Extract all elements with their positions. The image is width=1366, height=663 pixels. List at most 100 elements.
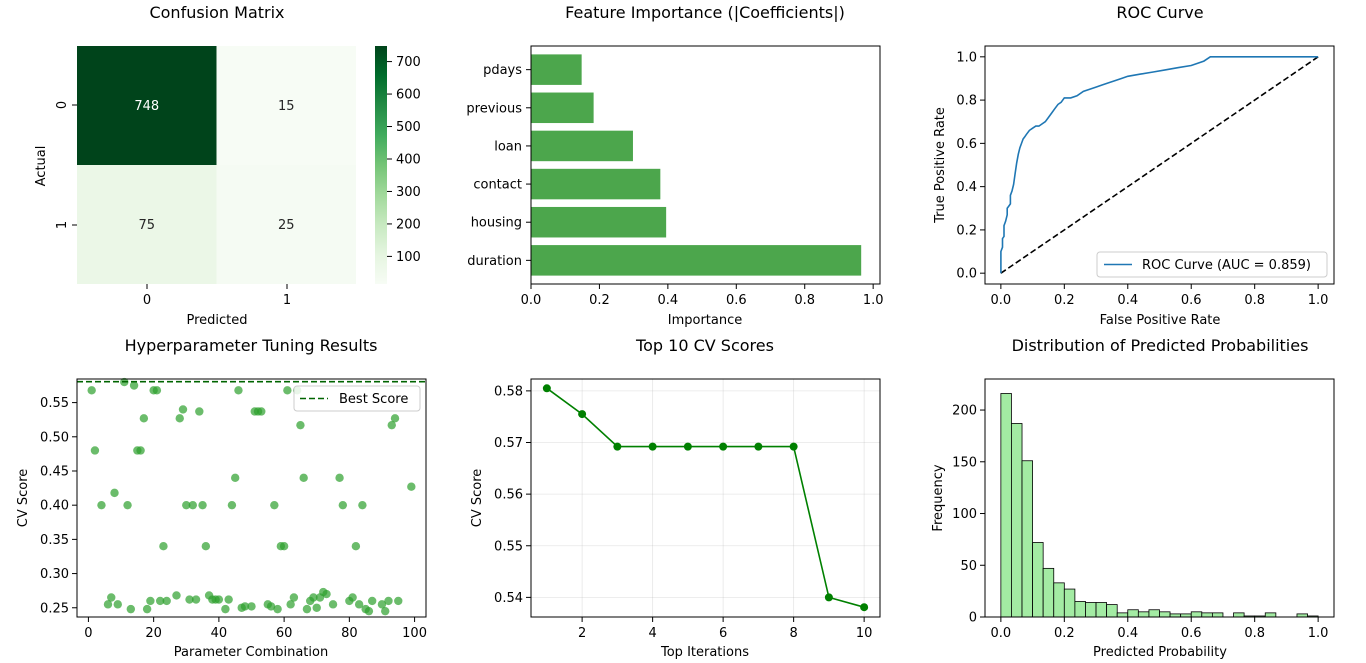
cv-score-point [578, 410, 587, 419]
score-point [142, 604, 152, 614]
importance-bar-contact [531, 168, 661, 200]
score-point [201, 542, 211, 551]
histogram-bar [1021, 460, 1033, 618]
score-point [129, 381, 139, 390]
score-point [358, 500, 367, 510]
score-point [273, 604, 282, 614]
roc-ytick-3: 0.6 [956, 137, 977, 152]
colorbar-tick-2: 300 [396, 185, 421, 200]
score-point [188, 500, 197, 510]
score-point [227, 500, 237, 510]
score-point [289, 593, 299, 602]
hp-ytick-0: 0.25 [40, 601, 69, 616]
score-point [195, 407, 204, 416]
cv-score-point [789, 442, 798, 451]
importance-ytick-pdays: pdays [483, 63, 522, 78]
probability-histogram: 0.0 0.2 0.4 0.6 0.8 1.0 0 50 100 150 200 [952, 393, 1328, 641]
hist-ytick-4: 200 [952, 404, 977, 419]
cv-score-point [683, 442, 692, 451]
confusion-matrix-xtick-0: 0 [143, 293, 151, 308]
score-point [309, 593, 318, 602]
score-point [146, 596, 155, 606]
score-point [123, 500, 132, 510]
confusion-matrix-ylabel: Actual [34, 146, 49, 187]
colorbar-tick-5: 600 [396, 88, 421, 103]
hist-xtick-1: 0.2 [1054, 626, 1075, 641]
score-point [381, 606, 390, 616]
histogram-bar [1190, 611, 1203, 618]
hist-xtick-4: 0.8 [1244, 626, 1265, 641]
roc-curve-xlabel: False Positive Rate [1100, 313, 1221, 328]
roc-curve-line [1000, 56, 1319, 274]
hp-legend-label: Best Score [339, 392, 408, 407]
histogram-bar [1095, 602, 1108, 618]
roc-curve-ylabel: True Positive Rate [933, 107, 948, 224]
importance-bar-housing [531, 206, 667, 238]
hp-ytick-3: 0.40 [40, 499, 69, 514]
feature-importance-panel: Feature Importance (|Coefficients|) dura… [466, 3, 883, 328]
roc-ytick-0: 0.0 [956, 267, 977, 282]
score-point [257, 407, 266, 416]
probability-distribution-ylabel: Frequency [931, 464, 946, 531]
cv-score-point [648, 442, 657, 451]
top-cv-axes-frame [530, 378, 881, 618]
histogram-bar [1264, 612, 1277, 618]
hp-xtick-0: 0 [84, 626, 92, 641]
hp-xtick-5: 100 [402, 626, 427, 641]
hist-xtick-5: 1.0 [1308, 626, 1329, 641]
score-point [387, 420, 396, 430]
score-point [178, 405, 188, 414]
score-point [279, 542, 289, 551]
hp-ytick-5: 0.50 [40, 430, 69, 445]
score-point [338, 500, 348, 510]
confusion-cell-0-0 [77, 46, 217, 165]
importance-bar-pdays [531, 54, 582, 85]
hp-xtick-1: 20 [145, 626, 162, 641]
confusion-matrix-ytick-1: 1 [55, 221, 70, 229]
histogram-bar [1053, 582, 1065, 618]
score-point [348, 593, 357, 602]
confusion-matrix-title: Confusion Matrix [149, 3, 284, 22]
colorbar-tick-0: 100 [396, 250, 421, 265]
cv-xtick-0: 2 [578, 626, 586, 641]
score-point [247, 602, 256, 611]
score-point [185, 595, 194, 604]
hp-ytick-4: 0.45 [40, 464, 69, 479]
score-point [152, 386, 162, 395]
roc-xtick-2: 0.4 [1117, 293, 1138, 308]
score-point [113, 600, 122, 609]
score-point [126, 604, 136, 614]
cv-score-point [719, 442, 728, 451]
cv-xtick-3: 8 [789, 626, 797, 641]
cv-ytick-4: 0.58 [494, 384, 523, 399]
confusion-matrix-xlabel: Predicted [186, 313, 247, 328]
importance-xtick-5: 1.0 [863, 293, 884, 308]
importance-bar-duration [531, 245, 862, 276]
roc-ytick-4: 0.8 [956, 94, 977, 109]
score-point [270, 500, 279, 510]
importance-ytick-previous: previous [466, 101, 522, 116]
hist-xtick-0: 0.0 [991, 626, 1012, 641]
score-point [87, 386, 96, 395]
confusion-matrix-panel: Confusion Matrix 748 15 75 25 0 1 0 1 Predi… [34, 3, 421, 328]
score-point [97, 500, 106, 510]
score-point [407, 482, 416, 491]
score-point [354, 600, 364, 609]
histogram-bar [1085, 602, 1097, 618]
roc-xtick-1: 0.2 [1054, 293, 1075, 308]
score-point [175, 414, 184, 423]
hist-ytick-1: 50 [960, 559, 977, 574]
roc-legend-label: ROC Curve (AUC = 0.859) [1142, 258, 1311, 273]
histogram-bar [1042, 567, 1055, 618]
score-point [299, 473, 308, 483]
roc-curve-legend: ROC Curve (AUC = 0.859) [1096, 251, 1328, 278]
confusion-cell-1-0 [77, 165, 217, 284]
feature-importance-xlabel: Importance [668, 313, 743, 328]
feature-importance-axes-frame [530, 45, 881, 285]
roc-xtick-3: 0.6 [1181, 293, 1202, 308]
score-point [110, 488, 119, 498]
confusion-cell-label-1-0: 75 [138, 218, 155, 233]
score-point [172, 591, 181, 600]
cv-score-point [754, 442, 763, 451]
score-point [312, 603, 321, 612]
